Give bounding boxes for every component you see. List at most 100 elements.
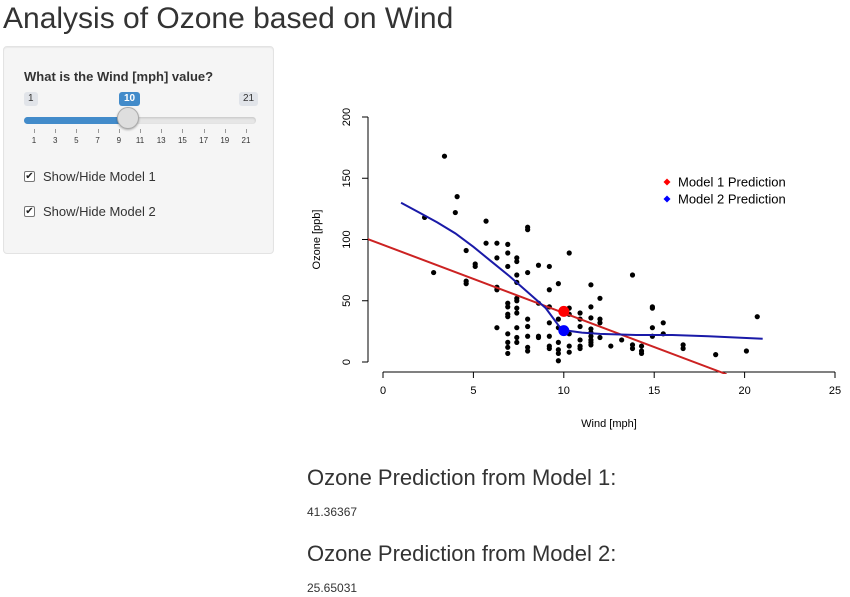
data-point [566,343,572,349]
model2-line [400,201,763,340]
data-point [555,358,561,364]
data-point [514,255,520,261]
slider-grid-tick [76,129,78,133]
checkbox-model1-label: Show/Hide Model 1 [43,169,156,184]
data-point [638,343,645,349]
data-point [649,325,655,331]
slider-grid-tick [161,129,163,133]
wind-slider-handle[interactable] [117,107,140,129]
check-icon: ✔ [25,170,34,182]
data-point [608,343,614,349]
slider-max-label: 21 [239,92,259,106]
data-point [483,218,489,224]
data-point [452,209,458,216]
slider-grid-label: 17 [199,136,209,145]
data-point [535,334,542,341]
slider-grid-tick [55,129,57,133]
show-model2-checkbox[interactable]: ✔ Show/Hide Model 2 [24,204,156,219]
x-tick-label: 25 [829,385,841,397]
data-point [505,241,511,247]
slider-grid-tick [224,129,226,133]
x-tick-label: 15 [648,385,660,397]
data-point [514,272,520,278]
data-point [463,247,469,254]
slider-grid-tick [34,129,35,133]
data-point [494,240,500,246]
data-point [494,255,500,261]
y-tick-label: 100 [341,230,353,248]
data-point [441,153,448,159]
data-point [588,326,594,332]
data-point [577,310,583,316]
y-tick-label: 200 [341,108,353,126]
data-point [505,304,511,310]
data-point [463,281,469,287]
slider-grid-label: 13 [156,136,166,145]
x-tick-label: 10 [558,385,570,397]
wind-slider-track[interactable] [24,117,256,124]
legend-label: Model 1 Prediction [678,175,786,190]
show-model1-checkbox[interactable]: ✔ Show/Hide Model 1 [24,169,156,184]
data-point [597,320,603,326]
data-point [535,262,542,268]
data-point [660,320,666,326]
slider-grid-tick [140,129,141,133]
data-point [505,331,511,337]
slider-grid-label: 21 [241,136,251,145]
data-point [505,300,511,306]
check-icon: ✔ [25,205,34,217]
data-point [525,227,531,233]
data-point [505,250,511,256]
data-point [649,305,655,311]
data-point [483,240,489,246]
wind-slider-label: What is the Wind [mph] value? [24,69,214,84]
data-point [629,272,636,278]
data-point [505,339,511,345]
slider-grid-label: 9 [116,136,122,145]
slider-grid-label: 11 [135,136,145,145]
x-tick-label: 0 [380,385,386,397]
slider-grid-label: 15 [177,136,187,145]
checkbox-model2-box[interactable]: ✔ [24,206,35,217]
data-point [597,334,603,341]
data-point [505,314,511,320]
wind-slider-fill [24,117,129,124]
data-point [546,333,552,339]
data-point [577,323,583,330]
data-point [525,348,531,354]
data-point [619,337,625,343]
data-point [472,263,478,270]
data-point [566,349,572,355]
slider-grid-label: 3 [52,136,58,145]
checkbox-model2-label: Show/Hide Model 2 [43,204,156,219]
slider-grid-tick [182,129,184,133]
data-point [514,339,520,345]
data-point [713,352,719,358]
data-point [514,325,520,331]
data-point [577,337,583,343]
model2-prediction-point [558,325,570,337]
data-point [638,350,645,357]
data-point [546,263,552,270]
slider-grid-tick [203,129,205,133]
slider-grid-label: 5 [74,136,79,145]
data-point [588,282,594,288]
slider-value-label: 10 [119,92,141,106]
data-point [629,342,636,348]
x-tick-label: 20 [738,385,750,397]
data-point [514,310,520,316]
slider-grid-tick [246,129,247,133]
data-point [505,350,511,357]
data-point [514,305,520,311]
data-point [546,320,552,326]
legend-label: Model 2 Prediction [678,192,786,207]
data-point [431,269,437,276]
data-point [597,295,603,301]
data-point [546,345,552,352]
checkbox-model1-box[interactable]: ✔ [24,171,35,182]
x-tick-label: 5 [470,385,476,397]
data-point [555,316,561,322]
slider-min-label: 1 [24,92,38,106]
data-point [555,281,561,287]
pred2-value: 25.65031 [307,581,358,595]
